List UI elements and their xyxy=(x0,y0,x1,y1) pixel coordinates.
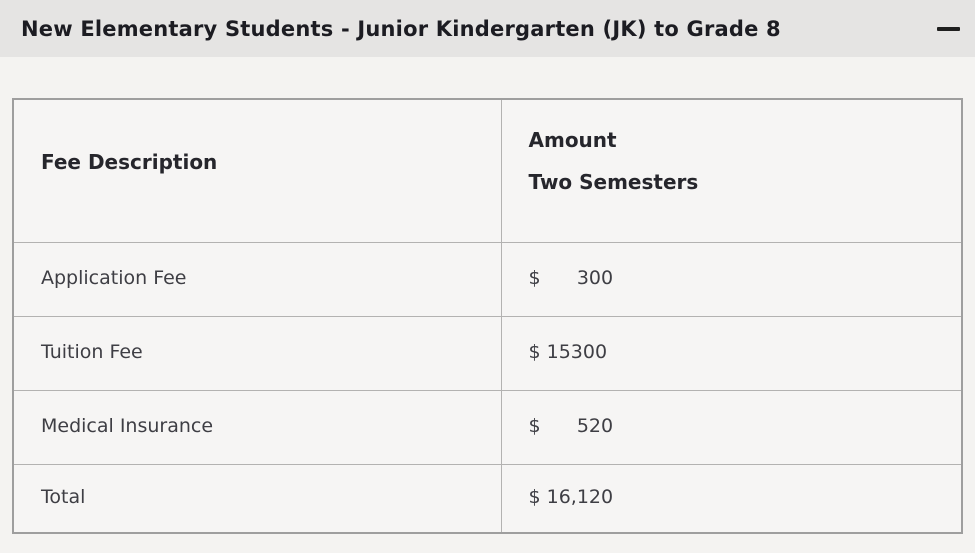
amount-cell: $ 300 xyxy=(500,241,963,317)
table-row-total: Total $ 16,120 xyxy=(12,463,963,534)
accordion-header[interactable]: New Elementary Students - Junior Kinderg… xyxy=(0,0,975,57)
amount-header-line1: Amount xyxy=(528,128,617,153)
fee-description-cell: Tuition Fee xyxy=(12,315,502,391)
table-header-row: Fee Description Amount Two Semesters xyxy=(12,98,963,243)
fee-description-column-header: Fee Description xyxy=(12,98,502,243)
table-row: Application Fee $ 300 xyxy=(12,241,963,317)
accordion-title: New Elementary Students - Junior Kinderg… xyxy=(21,16,781,41)
fee-description-cell: Application Fee xyxy=(12,241,502,317)
fee-description-cell: Medical Insurance xyxy=(12,389,502,465)
amount-cell: $ 520 xyxy=(500,389,963,465)
accordion-content: Fee Description Amount Two Semesters App… xyxy=(0,57,975,534)
table-row: Tuition Fee $ 15300 xyxy=(12,315,963,391)
fees-table: Fee Description Amount Two Semesters App… xyxy=(12,98,963,534)
amount-header-line2: Two Semesters xyxy=(528,170,699,195)
table-row: Medical Insurance $ 520 xyxy=(12,389,963,465)
fee-description-cell: Total xyxy=(12,463,502,534)
amount-cell: $ 15300 xyxy=(500,315,963,391)
amount-column-header: Amount Two Semesters xyxy=(500,98,963,243)
minus-icon[interactable] xyxy=(937,26,960,31)
amount-cell: $ 16,120 xyxy=(500,463,963,534)
